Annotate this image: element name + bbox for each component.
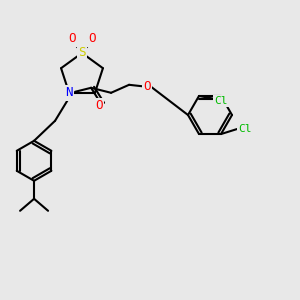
Text: Cl: Cl bbox=[238, 124, 252, 134]
Text: S: S bbox=[78, 46, 86, 59]
Text: Cl: Cl bbox=[214, 96, 228, 106]
Text: O: O bbox=[68, 32, 76, 46]
Text: N: N bbox=[65, 86, 73, 99]
Text: O: O bbox=[88, 32, 96, 46]
Text: O: O bbox=[143, 80, 151, 93]
Text: O: O bbox=[95, 99, 103, 112]
